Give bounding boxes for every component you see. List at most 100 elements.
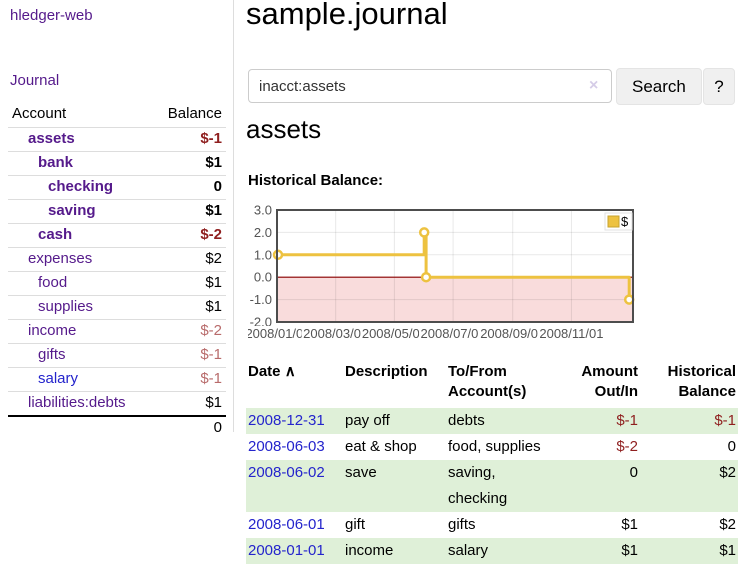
account-balance: $1 — [152, 151, 226, 176]
x-label-bg — [248, 326, 312, 341]
account-row: gifts $-1 — [8, 343, 226, 368]
y-axis-tick-label: 2.0 — [254, 225, 272, 240]
account-link-income[interactable]: income — [28, 322, 77, 339]
chart-title: Historical Balance: — [248, 172, 384, 189]
transaction-balance: $-1 — [714, 412, 736, 429]
account-link-saving[interactable]: saving — [48, 202, 96, 219]
register-row: 2008-06-02 save saving, checking 0 $2 — [246, 460, 738, 512]
account-balance: $-1 — [152, 127, 226, 152]
accounts-table-header-row: Account Balance — [8, 102, 226, 128]
account-link-liabilities-debts[interactable]: liabilities:debts — [28, 394, 126, 411]
transaction-amount: $1 — [621, 516, 638, 533]
x-label-bg — [360, 326, 429, 341]
transaction-date-link[interactable]: 2008-06-03 — [248, 438, 325, 455]
account-balance: $1 — [152, 295, 226, 320]
accounts-header-account: Account — [12, 105, 67, 122]
account-link-food[interactable]: food — [38, 274, 68, 291]
help-button[interactable]: ? — [703, 68, 735, 105]
data-point-marker[interactable] — [418, 227, 430, 238]
search-input[interactable] — [248, 69, 612, 103]
transaction-accounts: salary — [448, 542, 489, 559]
account-link-gifts[interactable]: gifts — [38, 346, 66, 363]
historical-balance-chart[interactable]: $3.0 2.0 1.0 0.0 -1.0 -2.02008/01/012008/03/0… — [248, 203, 742, 345]
accounts-total-row: 0 — [8, 415, 226, 440]
account-row: supplies $1 — [8, 295, 226, 320]
transaction-accounts: saving, checking — [448, 464, 508, 507]
register-header-accounts: To/From Account(s) — [448, 363, 527, 400]
x-axis-tick-label: 2008/09/01 — [480, 326, 545, 341]
transaction-description: gift — [345, 516, 366, 533]
account-row: assets $-1 — [8, 127, 226, 152]
x-axis-tick-label: 2008/11/01 — [539, 326, 603, 341]
total-spacer — [8, 415, 153, 440]
register-row: 2008-06-01 gift gifts $1 $2 — [246, 512, 738, 538]
negative-region — [277, 277, 633, 322]
register-row: 2008-12-31 pay off debts $-1 $-1 — [246, 408, 738, 434]
register-header-balance: Historical Balance — [667, 363, 736, 400]
account-link-bank[interactable]: bank — [38, 154, 74, 171]
accounts-total-balance: 0 — [152, 415, 226, 440]
account-row: salary $-1 — [8, 367, 226, 392]
data-point-marker[interactable] — [420, 271, 432, 283]
account-row: saving $1 — [8, 199, 226, 224]
register-row: 2008-06-03 eat & shop food, supplies $-2 0 — [246, 434, 738, 460]
account-link-checking[interactable]: checking — [48, 178, 114, 195]
y-axis-tick-label: 3.0 — [254, 203, 272, 218]
y-axis-tick-label: -2.0 — [250, 315, 272, 330]
search-button[interactable]: Search — [616, 68, 702, 105]
register-header-date[interactable]: Date ∧ — [248, 363, 296, 380]
clear-search-icon[interactable]: × — [589, 77, 599, 94]
account-balance: $-1 — [152, 367, 226, 392]
accounts-balance-table: Account Balance assets $-1 bank $1 checking 0… — [8, 102, 226, 440]
transaction-date-link[interactable]: 2008-12-31 — [248, 412, 325, 429]
register-row: 2008-01-01 income salary $1 $1 — [246, 538, 738, 564]
account-balance: $1 — [152, 271, 226, 296]
account-balance: $1 — [152, 391, 226, 416]
account-heading: assets — [246, 114, 322, 144]
transaction-accounts: debts — [448, 412, 485, 429]
register-header-description: Description — [345, 363, 428, 380]
transaction-date-link[interactable]: 2008-01-01 — [248, 542, 325, 559]
account-row: food $1 — [8, 271, 226, 296]
plot-border — [276, 209, 634, 323]
transaction-balance: $1 — [719, 542, 736, 559]
legend-label: $ — [621, 214, 629, 229]
account-row: liabilities:debts $1 — [8, 391, 226, 416]
account-row: bank $1 — [8, 151, 226, 176]
accounts-header-balance: Balance — [167, 105, 222, 122]
y-axis-tick-label: 1.0 — [254, 247, 272, 262]
transaction-date-link[interactable]: 2008-06-01 — [248, 516, 325, 533]
y-axis-tick-label: 0.0 — [254, 270, 272, 285]
legend-swatch — [607, 215, 620, 228]
transaction-amount: $-2 — [616, 438, 638, 455]
page-title: sample.journal — [246, 0, 448, 31]
transaction-description: eat & shop — [345, 438, 417, 455]
transaction-amount: $1 — [621, 542, 638, 559]
transaction-amount: 0 — [629, 464, 638, 481]
transaction-description: income — [345, 542, 394, 559]
transaction-accounts: food, supplies — [448, 438, 541, 455]
journal-nav-link[interactable]: Journal — [10, 72, 60, 89]
sidebar: hledger-web Journal Account Balance asse… — [0, 0, 234, 440]
account-link-assets[interactable]: assets — [28, 130, 75, 147]
transaction-balance: $2 — [719, 464, 736, 481]
x-axis-tick-label: 2008/03/01 — [303, 326, 368, 341]
account-balance: 0 — [152, 175, 226, 200]
account-link-supplies[interactable]: supplies — [38, 298, 94, 315]
x-axis-tick-label: 2008/05/01 — [362, 326, 427, 341]
register-header-row: Date ∧ Description To/From Account(s) Am… — [246, 360, 738, 408]
account-link-cash[interactable]: cash — [38, 226, 73, 243]
transaction-accounts: gifts — [448, 516, 476, 533]
account-row: expenses $2 — [8, 247, 226, 272]
x-label-bg — [301, 326, 370, 341]
account-link-expenses[interactable]: expenses — [28, 250, 93, 267]
transaction-balance: $2 — [719, 516, 736, 533]
app-brand-link[interactable]: hledger-web — [10, 7, 93, 24]
account-row: cash $-2 — [8, 223, 226, 248]
transaction-date-link[interactable]: 2008-06-02 — [248, 464, 325, 481]
transaction-description: pay off — [345, 412, 390, 429]
account-link-salary[interactable]: salary — [38, 370, 79, 387]
account-row: checking 0 — [8, 175, 226, 200]
x-label-bg — [478, 326, 547, 341]
transaction-balance: 0 — [727, 438, 736, 455]
